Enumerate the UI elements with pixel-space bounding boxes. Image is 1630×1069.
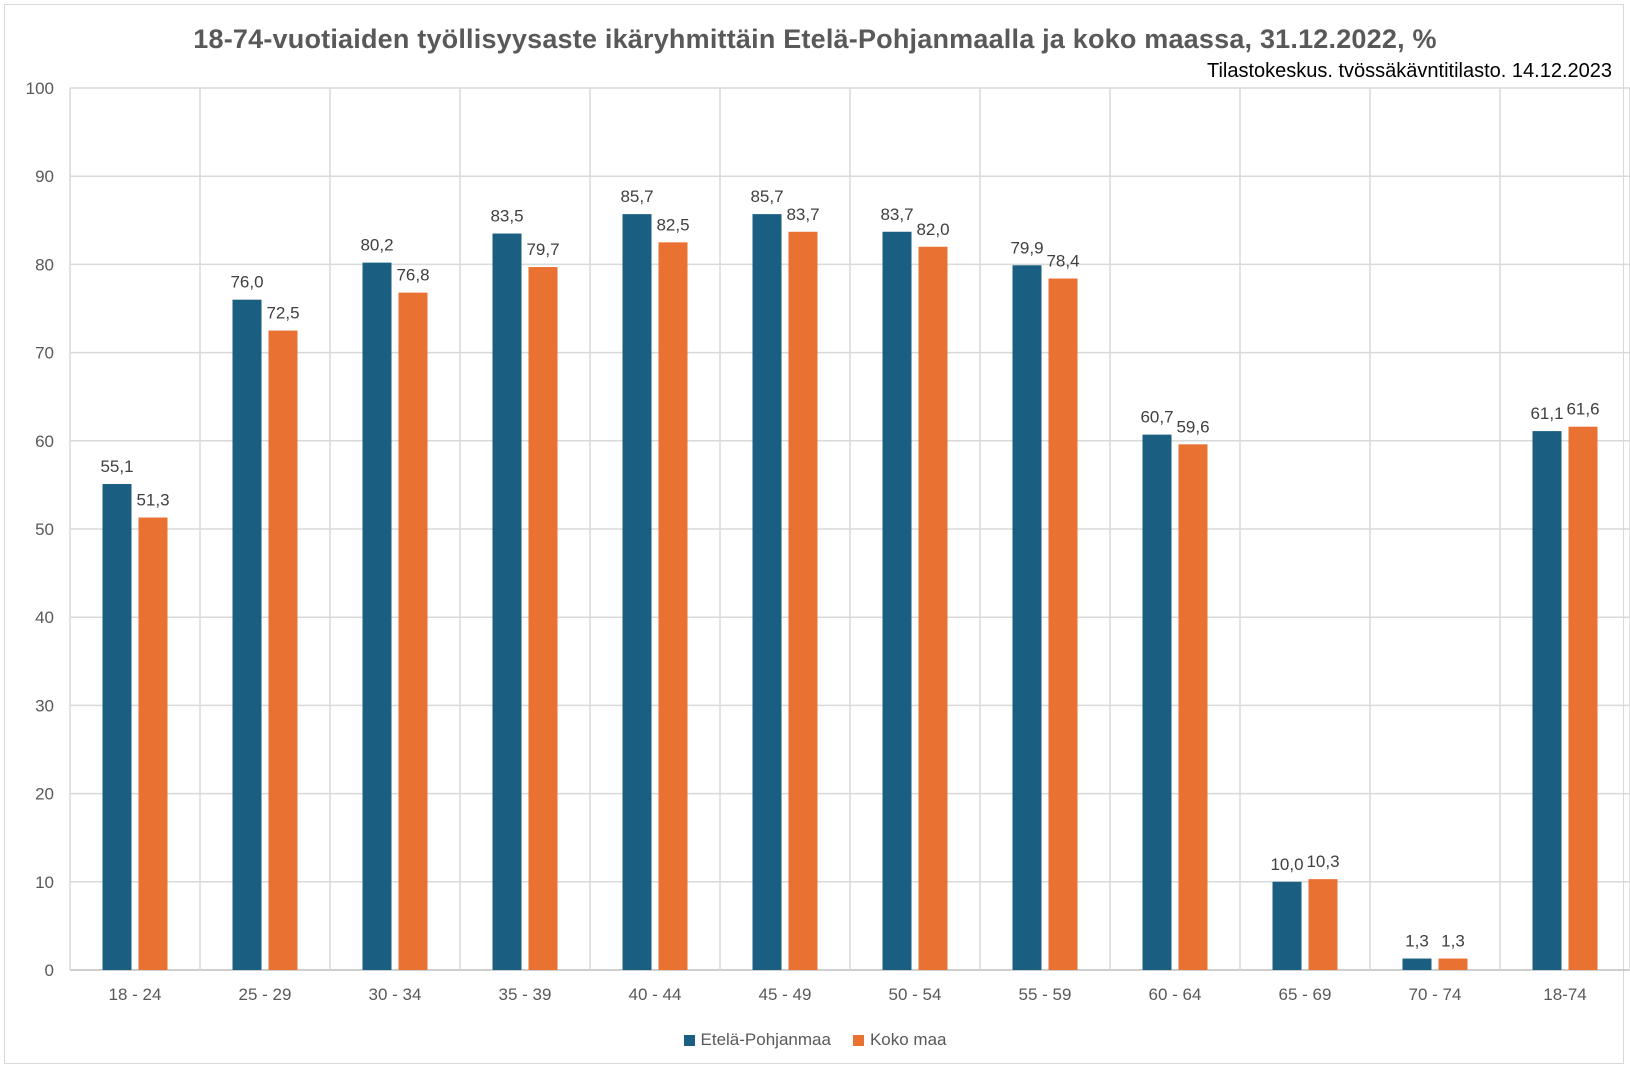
data-label: 83,7	[880, 205, 913, 224]
bar-koko-maa	[268, 330, 298, 970]
y-tick-label: 70	[35, 344, 54, 363]
data-label: 61,1	[1530, 404, 1563, 423]
data-label: 82,5	[656, 215, 689, 234]
x-tick-label: 45 - 49	[759, 985, 812, 1004]
bar-etela-pohjanmaa	[752, 214, 782, 971]
y-tick-label: 60	[35, 432, 54, 451]
chart-legend: Etelä-Pohjanmaa Koko maa	[0, 1030, 1630, 1050]
bar-koko-maa	[138, 517, 168, 970]
x-tick-label: 25 - 29	[239, 985, 292, 1004]
x-tick-label: 35 - 39	[499, 985, 552, 1004]
x-tick-label: 50 - 54	[889, 985, 942, 1004]
legend-swatch-series-1	[683, 1034, 695, 1046]
legend-item-series-2: Koko maa	[852, 1030, 947, 1050]
y-tick-label: 40	[35, 608, 54, 627]
legend-label-series-2: Koko maa	[869, 1030, 947, 1049]
data-label: 61,6	[1566, 400, 1599, 419]
x-tick-label: 60 - 64	[1149, 985, 1202, 1004]
data-label: 60,7	[1140, 408, 1173, 427]
y-tick-label: 100	[26, 79, 54, 98]
bar-koko-maa	[1308, 879, 1338, 970]
bar-etela-pohjanmaa	[232, 299, 262, 970]
bar-etela-pohjanmaa	[492, 233, 522, 970]
x-tick-label: 70 - 74	[1409, 985, 1462, 1004]
bar-koko-maa	[1048, 278, 1078, 971]
bar-koko-maa	[788, 231, 818, 971]
bar-etela-pohjanmaa	[1402, 958, 1432, 970]
data-label: 55,1	[100, 457, 133, 476]
data-label: 76,0	[230, 273, 263, 292]
bar-etela-pohjanmaa	[1272, 881, 1302, 970]
x-tick-label: 65 - 69	[1279, 985, 1332, 1004]
legend-item-series-1: Etelä-Pohjanmaa	[683, 1030, 831, 1050]
bar-etela-pohjanmaa	[362, 262, 392, 970]
x-tick-label: 40 - 44	[629, 985, 682, 1004]
bar-koko-maa	[1438, 958, 1468, 970]
bar-etela-pohjanmaa	[1142, 434, 1172, 971]
data-label: 83,5	[490, 207, 523, 226]
bar-etela-pohjanmaa	[882, 231, 912, 971]
chart-title: 18-74-vuotiaiden työllisyysaste ikäryhmi…	[193, 24, 1437, 54]
bar-koko-maa	[1568, 426, 1598, 970]
data-label: 51,3	[136, 491, 169, 510]
x-tick-label: 30 - 34	[369, 985, 422, 1004]
bar-koko-maa	[918, 246, 948, 970]
bar-koko-maa	[1178, 444, 1208, 970]
data-label: 1,3	[1441, 932, 1465, 951]
data-label: 79,7	[526, 240, 559, 259]
data-label: 80,2	[360, 236, 393, 255]
x-tick-label: 18 - 24	[109, 985, 162, 1004]
y-tick-label: 30	[35, 696, 54, 715]
bar-etela-pohjanmaa	[1012, 265, 1042, 971]
data-label: 79,9	[1010, 238, 1043, 257]
bar-etela-pohjanmaa	[1532, 431, 1562, 970]
data-label: 83,7	[786, 205, 819, 224]
data-label: 76,8	[396, 266, 429, 285]
data-label: 72,5	[266, 304, 299, 323]
y-tick-label: 20	[35, 785, 54, 804]
y-tick-label: 80	[35, 255, 54, 274]
x-tick-label: 18-74	[1543, 985, 1586, 1004]
bar-etela-pohjanmaa	[102, 484, 132, 970]
data-label: 1,3	[1405, 932, 1429, 951]
data-label: 85,7	[620, 187, 653, 206]
legend-label-series-1: Etelä-Pohjanmaa	[700, 1030, 831, 1049]
data-label: 78,4	[1046, 252, 1079, 271]
y-tick-label: 50	[35, 520, 54, 539]
bar-koko-maa	[398, 292, 428, 970]
legend-swatch-series-2	[852, 1034, 864, 1046]
bar-koko-maa	[528, 267, 558, 970]
data-label: 59,6	[1176, 417, 1209, 436]
y-tick-label: 0	[45, 961, 54, 980]
data-label: 82,0	[916, 220, 949, 239]
y-tick-label: 90	[35, 167, 54, 186]
bar-etela-pohjanmaa	[622, 214, 652, 971]
bar-koko-maa	[658, 242, 688, 971]
x-tick-label: 55 - 59	[1019, 985, 1072, 1004]
chart-source-note: Tilastokeskus. tvössäkävntitilasto. 14.1…	[1206, 60, 1612, 82]
data-label: 10,3	[1306, 852, 1339, 871]
data-label: 10,0	[1270, 855, 1303, 874]
data-label: 85,7	[750, 187, 783, 206]
y-tick-label: 10	[35, 873, 54, 892]
